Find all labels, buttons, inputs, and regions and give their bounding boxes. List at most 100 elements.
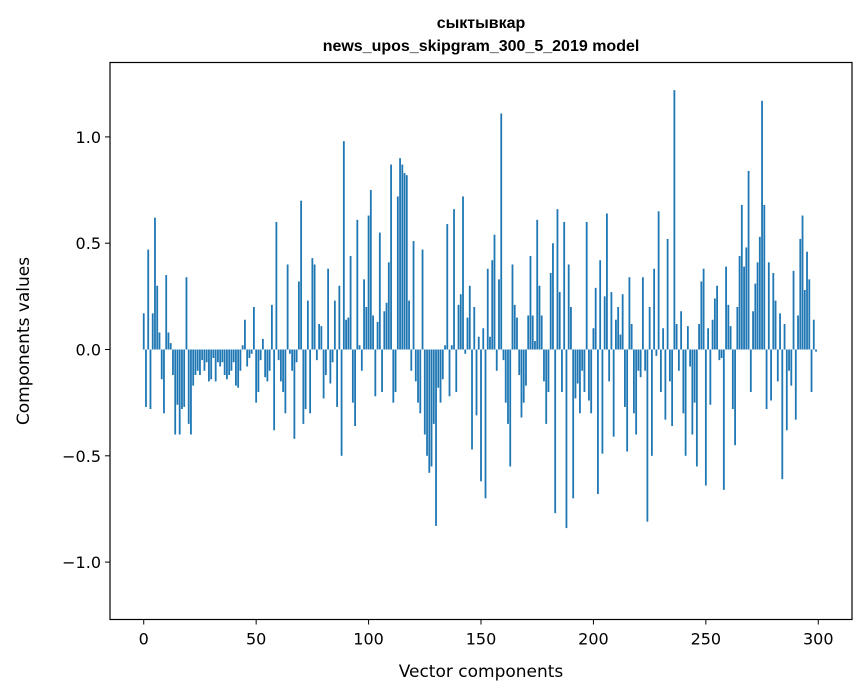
bar [615,319,617,350]
bar [300,200,303,350]
bar [306,300,309,350]
bar [682,349,685,414]
bar [228,349,231,376]
bar [655,349,658,356]
bar [333,300,336,350]
bar [570,306,572,350]
bar [484,349,487,499]
chart-subtitle: news_upos_skipgram_300_5_2019 model [323,38,640,55]
bar [743,266,745,350]
bar [709,349,712,405]
bar [770,349,772,401]
bar [369,190,372,350]
bar [531,315,534,350]
bar [801,215,804,350]
bar [617,306,620,350]
bar [181,349,183,410]
bar [803,289,806,350]
bar [223,349,226,376]
x-tick-label: 200 [578,630,609,649]
bar [248,349,251,358]
bar [797,315,799,350]
bar [255,349,258,403]
bar [244,319,246,350]
bar [275,221,278,350]
bar [468,285,471,350]
bar [815,349,817,352]
bar [644,349,647,371]
bar [662,328,665,350]
bar [302,349,305,424]
bar [545,349,548,424]
bar [410,349,413,371]
bar [327,268,329,350]
bar [480,349,482,482]
bar [347,317,350,350]
bar [288,349,291,354]
bar [500,113,503,350]
bar [340,349,343,456]
bar [453,209,455,350]
bar [767,262,770,350]
bar [241,345,244,350]
bar [536,219,539,350]
bar [320,326,323,350]
bar [579,349,581,414]
bar [279,349,282,382]
x-tick-label: 250 [691,630,722,649]
y-axis-label: Components values [14,257,34,425]
bar [540,315,543,350]
bar [788,349,790,371]
bar [154,217,156,350]
bar [232,349,235,363]
bar [628,277,631,350]
bar [538,285,541,350]
bar [648,306,651,350]
bar [329,349,332,384]
bar [158,332,161,350]
bar [756,262,759,350]
bar [253,306,255,350]
x-tick-label: 150 [466,630,497,649]
bar [675,323,678,350]
bar [565,349,568,529]
bar [239,349,242,371]
y-tick-label: 0.0 [76,341,101,360]
bar [311,258,314,350]
bar [378,232,381,350]
bar [702,268,705,350]
bar [691,349,694,435]
bar [187,349,190,424]
bar [601,349,604,454]
y-tick-label: −1.0 [62,553,101,572]
bar [725,266,727,350]
x-tick-label: 50 [246,630,266,649]
bar [657,211,660,350]
bar [779,313,781,350]
bar [295,349,298,363]
bar [558,292,561,350]
bar [277,349,280,361]
bar [491,260,494,350]
bar [331,349,334,363]
bar [466,317,469,350]
bar [462,196,464,350]
bar [257,349,260,393]
bar [262,338,264,350]
bar [201,349,204,361]
bar [203,349,206,371]
bar [372,315,374,350]
bar [246,349,249,367]
bar [435,349,437,526]
bar [282,349,285,393]
bar [250,349,253,354]
bar [208,349,210,382]
bar [608,349,611,382]
bar [226,349,228,380]
x-axis-label: Vector components [399,662,564,682]
bar [459,294,462,350]
bar [358,345,361,350]
bar [291,349,294,371]
bar [527,315,530,350]
bar [230,349,233,371]
